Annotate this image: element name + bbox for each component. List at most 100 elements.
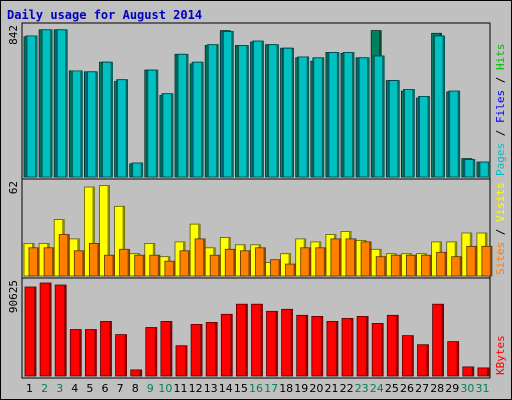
hits-pages-files-pages-bar-shade-day-30 <box>472 159 475 177</box>
hits-pages-files-pages-bar-shade-day-2 <box>50 29 53 177</box>
kbytes-kbytes-bar-shade-day-24 <box>381 323 384 376</box>
hits-pages-files-pages-bar-shade-day-7 <box>125 79 128 177</box>
kbytes-kbytes-bar-shade-day-19 <box>305 315 308 376</box>
hits-pages-files-pages-bar-shade-day-19 <box>306 56 309 177</box>
kbytes-kbytes-bar-shade-day-20 <box>320 316 323 376</box>
visits-sites-sites-bar-shade-day-26 <box>414 255 417 276</box>
visits-sites-sites-bar-shade-day-30 <box>474 246 477 276</box>
hits-pages-files-pages-bar-shade-day-11 <box>186 54 188 177</box>
kbytes-panel-border <box>21 277 491 379</box>
kbytes-kbytes-bar-shade-day-14 <box>230 314 233 376</box>
visits-sites-sites-bar-shade-day-17 <box>278 259 281 276</box>
visits-sites-sites-bar-shade-day-20 <box>323 247 326 276</box>
day-label-25: 25 <box>385 382 399 395</box>
kbytes-kbytes-bar-shade-day-30 <box>471 366 474 376</box>
hits-pages-files-pages-bar-shade-day-24 <box>382 56 385 177</box>
day-label-13: 13 <box>204 382 218 395</box>
visits-sites-sites-bar-shade-day-12 <box>203 238 206 276</box>
hits-pages-files-pages-bar-shade-day-13 <box>216 44 219 178</box>
kbytes-kbytes-bar-shade-day-2 <box>49 283 52 376</box>
visits-sites-sites-bar-shade-day-24 <box>384 256 387 276</box>
hits-pages-files-pages-bar-shade-day-28 <box>442 35 445 178</box>
hits-pages-files-max-label: 842 <box>7 25 20 45</box>
day-label-18: 18 <box>279 382 293 395</box>
visits-sites-sites-bar-shade-day-10 <box>172 261 175 276</box>
visits-sites-sites-bar-shade-day-9 <box>157 255 160 276</box>
kbytes-kbytes-bar-shade-day-22 <box>351 318 353 376</box>
day-label-30: 30 <box>460 382 474 395</box>
visits-sites-sites-bar-shade-day-22 <box>354 238 356 276</box>
visits-sites-sites-bar-shade-day-31 <box>489 246 492 276</box>
day-label-8: 8 <box>132 382 139 395</box>
visits-sites-legend: Sites / Visits <box>494 182 507 275</box>
hits-pages-files-pages-bar-shade-day-8 <box>140 163 143 177</box>
visits-sites-sites-bar-shade-day-23 <box>369 241 372 276</box>
chart-title: Daily usage for August 2014 <box>7 8 203 22</box>
day-label-10: 10 <box>158 382 172 395</box>
hits-pages-files-pages-bar-shade-day-4 <box>80 70 83 177</box>
visits-sites-max-label: 62 <box>7 181 20 194</box>
hits-pages-files-legend: Pages / Files / Hits <box>494 44 507 177</box>
visits-sites-sites-bar-shade-day-14 <box>233 249 236 276</box>
kbytes-max-label: 90625 <box>7 280 20 313</box>
kbytes-kbytes-bar-shade-day-29 <box>456 341 459 376</box>
day-label-7: 7 <box>117 382 124 395</box>
kbytes-kbytes-bar-shade-day-12 <box>200 324 203 376</box>
visits-sites-sites-bar-shade-day-19 <box>308 247 311 276</box>
kbytes-kbytes-bar-shade-day-7 <box>124 334 127 376</box>
kbytes-legend: KBytes <box>494 335 507 375</box>
hits-pages-files-legend-part-3: / <box>494 70 507 90</box>
day-label-20: 20 <box>309 382 323 395</box>
visits-sites-sites-bar-shade-day-27 <box>429 255 432 276</box>
kbytes-kbytes-bar-shade-day-21 <box>335 321 338 376</box>
kbytes-kbytes-bar-shade-day-3 <box>64 285 67 376</box>
day-label-12: 12 <box>189 382 203 395</box>
hits-pages-files-pages-bar-shade-day-25 <box>397 80 400 177</box>
day-label-31: 31 <box>476 382 490 395</box>
visits-sites-sites-bar-shade-day-8 <box>142 255 145 276</box>
day-label-11: 11 <box>174 382 188 395</box>
hits-pages-files-legend-part-1: / <box>494 123 507 143</box>
day-label-28: 28 <box>430 382 444 395</box>
day-label-22: 22 <box>340 382 354 395</box>
day-label-15: 15 <box>234 382 248 395</box>
kbytes-kbytes-bar-shade-day-23 <box>366 316 369 376</box>
visits-sites-sites-bar-shade-day-13 <box>218 255 221 276</box>
visits-sites-sites-bar-shade-day-18 <box>293 264 296 276</box>
hits-pages-files-pages-bar-shade-day-29 <box>457 91 460 177</box>
day-label-26: 26 <box>400 382 414 395</box>
hits-pages-files-pages-bar-shade-day-16 <box>261 41 264 177</box>
visits-sites-sites-bar-shade-day-4 <box>82 250 85 276</box>
visits-sites-sites-bar-shade-day-21 <box>338 238 341 276</box>
kbytes-kbytes-bar-shade-day-27 <box>426 344 429 376</box>
kbytes-kbytes-bar-shade-day-10 <box>169 321 172 376</box>
hits-pages-files-pages-bar-shade-day-6 <box>110 62 113 178</box>
kbytes-kbytes-bar-shade-day-4 <box>79 329 82 376</box>
kbytes-kbytes-bar-shade-day-16 <box>260 304 263 376</box>
visits-sites-legend-part-2: Visits <box>494 182 507 222</box>
day-label-27: 27 <box>415 382 429 395</box>
day-label-4: 4 <box>71 382 78 395</box>
hits-pages-files-pages-bar-shade-day-3 <box>65 29 68 177</box>
hits-pages-files-pages-bar-shade-day-31 <box>487 162 490 177</box>
hits-pages-files-legend-part-2: Files <box>494 90 507 123</box>
kbytes-kbytes-bar-shade-day-17 <box>275 311 278 376</box>
hits-pages-files-pages-bar-shade-day-18 <box>291 48 294 178</box>
hits-pages-files-legend-part-0: Pages <box>494 143 507 176</box>
visits-sites-sites-bar-shade-day-6 <box>112 255 115 276</box>
visits-sites-sites-bar-shade-day-1 <box>37 247 39 276</box>
visits-sites-sites-bar-shade-day-5 <box>97 243 100 276</box>
hits-pages-files-pages-bar-shade-day-20 <box>321 57 324 177</box>
kbytes-kbytes-bar-shade-day-15 <box>245 304 248 376</box>
day-label-16: 16 <box>249 382 263 395</box>
hits-pages-files-pages-bar-shade-day-1 <box>35 35 37 178</box>
kbytes-kbytes-bar-shade-day-9 <box>154 327 157 376</box>
kbytes-legend-part-0: KBytes <box>494 335 507 375</box>
day-label-5: 5 <box>86 382 93 395</box>
day-label-19: 19 <box>294 382 308 395</box>
hits-pages-files-pages-bar-shade-day-12 <box>201 62 204 178</box>
visits-sites-sites-bar-shade-day-29 <box>459 256 462 276</box>
kbytes-kbytes-bar-shade-day-25 <box>396 315 399 376</box>
kbytes-kbytes-bar-shade-day-6 <box>109 321 112 376</box>
day-label-21: 21 <box>325 382 339 395</box>
